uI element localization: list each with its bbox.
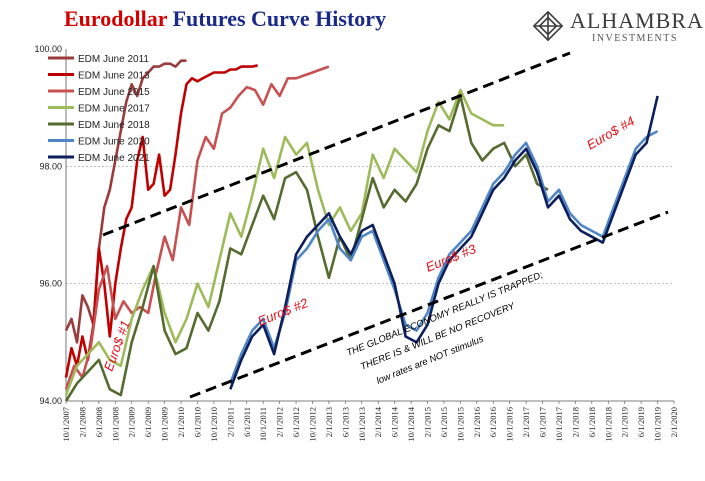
series-line [64,64,258,378]
x-tick-label: 6/1/2009 [143,407,153,437]
x-tick-label: 10/1/2007 [61,407,71,441]
y-tick-label: 98.00 [39,161,62,171]
x-tick-label: 10/1/2018 [603,407,613,441]
x-tick-label: 2/1/2009 [127,407,137,437]
x-tick-label: 6/1/2013 [340,407,350,437]
x-tick-label: 2/1/2020 [669,407,679,437]
x-tick-label: 2/1/2014 [373,406,383,437]
x-tick-label: 2/1/2018 [570,407,580,437]
y-tick-label: 100.00 [34,44,62,54]
x-tick-label: 2/1/2010 [176,407,186,437]
legend-label: EDM June 2011 [78,54,149,65]
series-line [64,94,549,402]
title-part-futures: Futures Curve History [172,6,387,31]
x-tick-label: 6/1/2015 [439,407,449,437]
x-tick-label: 6/1/2014 [390,406,400,437]
diamond-logo-icon [532,10,564,42]
x-tick-label: 6/1/2019 [636,407,646,437]
x-tick-label: 6/1/2008 [94,407,104,437]
x-tick-label: 2/1/2013 [324,407,334,437]
x-tick-label: 10/1/2011 [258,407,268,441]
x-tick-label: 10/1/2008 [110,407,120,441]
legend-label: EDM June 2018 [78,120,150,131]
x-tick-label: 6/1/2018 [587,407,597,437]
series-line [64,88,505,396]
x-tick-label: 10/1/2014 [406,406,416,441]
legend-label: EDM June 2013 [78,71,150,82]
annotation-trapped-line-1: THE GLOBAL ECONOMY REALLY IS TRAPPED; [345,269,545,358]
series-line [229,129,659,384]
x-tick-label: 6/1/2012 [291,407,301,437]
annotation-euro-3: Euro$ #3 [424,241,479,275]
x-tick-label: 10/1/2017 [554,407,564,441]
x-tick-label: 6/1/2010 [192,407,202,437]
annotation-euro-2: Euro$ #2 [256,295,311,329]
logo-brand-text: ALHAMBRA [570,8,704,33]
series-line [64,65,330,390]
x-tick-label: 10/1/2016 [505,407,515,441]
x-tick-label: 10/1/2010 [209,407,219,441]
legend-label: EDM June 2015 [78,87,150,98]
x-tick-label: 10/1/2019 [653,407,663,441]
legend-label: EDM June 2020 [78,137,150,148]
legend-label: EDM June 2021 [78,153,150,164]
upper-channel-line [102,51,571,237]
annotation-euro-4: Euro$ #4 [584,113,637,152]
x-tick-label: 10/1/2012 [307,407,317,441]
title-part-eurodollar: Eurodollar [64,6,168,31]
series-line [229,95,659,390]
x-tick-label: 10/1/2009 [160,407,170,441]
x-tick-label: 10/1/2013 [357,407,367,441]
legend-label: EDM June 2017 [78,104,150,115]
chart-title: Eurodollar Futures Curve History [64,6,386,32]
x-tick-label: 2/1/2017 [521,407,531,437]
x-tick-label: 2/1/2012 [275,407,285,437]
lower-channel-line [189,210,669,399]
x-tick-label: 2/1/2015 [423,407,433,437]
logo-sub-text: INVESTMENTS [592,33,678,44]
x-tick-label: 6/1/2017 [538,407,548,437]
x-tick-label: 6/1/2016 [488,407,498,437]
y-tick-label: 96.00 [39,279,62,289]
series-line [64,59,187,344]
x-tick-label: 6/1/2011 [242,407,252,437]
alhambra-logo: ALHAMBRA INVESTMENTS [528,6,703,50]
x-tick-label: 2/1/2011 [225,407,235,437]
x-tick-label: 2/1/2008 [77,407,87,437]
x-tick-label: 10/1/2015 [455,407,465,441]
y-tick-label: 94.00 [39,396,62,406]
x-tick-label: 2/1/2019 [620,407,630,437]
x-tick-label: 2/1/2016 [472,407,482,437]
